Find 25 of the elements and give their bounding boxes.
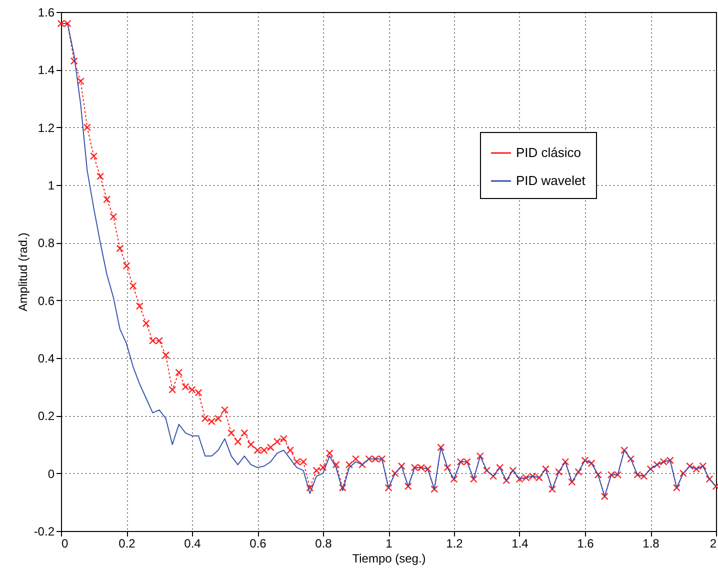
y-tick-label: 0.4 [38,352,55,366]
x-tick-label: 2 [710,536,717,550]
x-tick-label: 1.4 [512,536,529,550]
y-tick-label: 0.8 [38,236,55,250]
y-tick-label: 1.2 [38,120,55,135]
legend-label: PID clásico [516,145,582,160]
x-tick-label: 1 [386,536,393,550]
y-tick-label: -0.2 [34,524,55,538]
x-tick-label: 0.4 [184,536,202,550]
x-axis-title: Tiempo (seg.) [352,552,426,566]
x-tick-label: 0 [62,536,68,550]
y-tick-label: 0.2 [38,409,55,424]
y-tick-label: 1.4 [38,63,55,78]
x-tick-label: 0.6 [250,536,267,550]
x-tick-label: 1.2 [446,536,464,550]
legend-label: PID wavelet [516,173,586,188]
y-tick-label: 1.6 [38,6,55,20]
y-axis-title: Amplitud (rad.) [16,232,30,312]
x-tick-label: 0.8 [315,536,332,550]
y-tick-label: 0 [48,466,55,481]
y-tick-label: 1 [48,178,55,192]
y-tick-label: 0.6 [38,294,55,308]
x-tick-label: 0.2 [118,536,136,550]
x-tick-label: 1.8 [642,536,660,550]
x-tick-label: 1.6 [577,536,594,550]
